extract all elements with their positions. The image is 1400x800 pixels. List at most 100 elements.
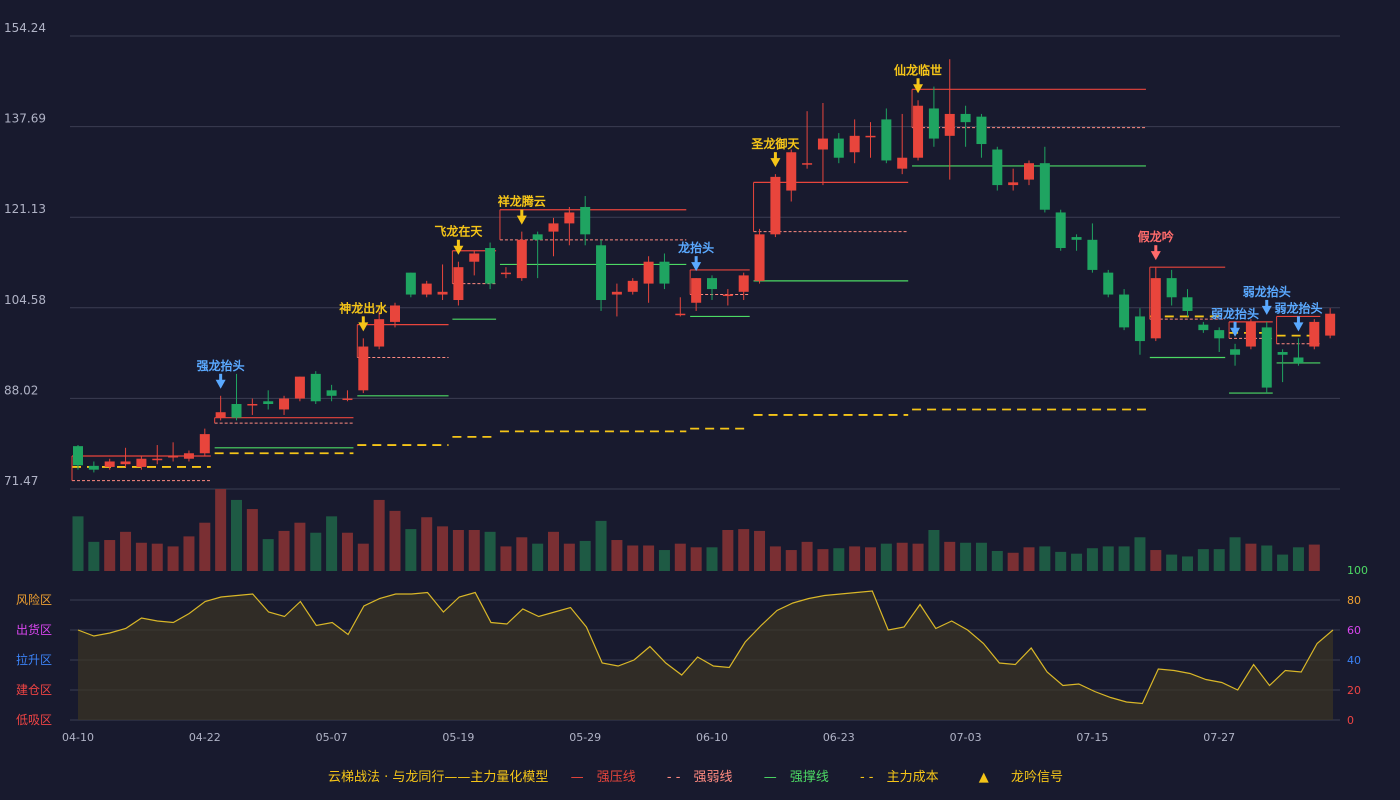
volume-bar bbox=[595, 520, 607, 571]
volume-bar bbox=[706, 547, 718, 571]
candlesticks bbox=[73, 59, 1336, 473]
volume-bar bbox=[500, 546, 512, 571]
candle-body bbox=[548, 223, 559, 232]
signal-label: 仙龙临世 bbox=[894, 62, 942, 77]
volume-bar bbox=[1182, 556, 1193, 571]
candle-body bbox=[485, 248, 496, 284]
oscillator-line bbox=[77, 590, 1334, 705]
candle-body bbox=[1008, 182, 1019, 186]
candle-body bbox=[659, 261, 670, 284]
signal-arrow-stem bbox=[1233, 321, 1237, 329]
volume-bar bbox=[1245, 543, 1257, 571]
volume-bar bbox=[579, 540, 591, 571]
legend-model: 云梯战法 · 与龙同行——主力量化模型 bbox=[328, 770, 549, 785]
legend-signal[interactable]: ▲ 龙吟信号 bbox=[970, 770, 1072, 785]
candle-body bbox=[183, 453, 194, 459]
signal-arrow bbox=[453, 245, 464, 255]
volume-bar bbox=[563, 543, 575, 571]
volume-bar bbox=[643, 545, 655, 571]
candle-body bbox=[849, 135, 860, 153]
volume-bar bbox=[1055, 551, 1067, 571]
signal-arrow-stem bbox=[1296, 316, 1300, 324]
volume-bar bbox=[1102, 546, 1114, 571]
volume-bar bbox=[199, 522, 211, 571]
zone-label: 出货区 bbox=[16, 622, 52, 637]
legend-cost-label: 主力成本 bbox=[886, 770, 939, 785]
candle-body bbox=[865, 135, 876, 138]
volume-bar bbox=[183, 536, 195, 571]
volume-bar bbox=[769, 546, 781, 571]
candle-body bbox=[1166, 278, 1177, 298]
volume-bar bbox=[801, 541, 813, 571]
volume-bar bbox=[135, 542, 147, 571]
price-tick-label: 104.58 bbox=[4, 293, 46, 307]
candle-body bbox=[643, 261, 654, 284]
chart-legend: 云梯战法 · 与龙同行——主力量化模型 — 强压线 - - 强弱线 — 强撑线 … bbox=[0, 766, 1400, 785]
volume-bar bbox=[452, 530, 464, 571]
zone-label: 低吸区 bbox=[16, 713, 52, 727]
candle-body bbox=[913, 105, 924, 158]
volume-bar bbox=[1086, 548, 1098, 571]
candle-body bbox=[1261, 327, 1272, 388]
volume-bar bbox=[754, 530, 766, 571]
volume-bar bbox=[1118, 546, 1130, 571]
legend-cost[interactable]: - - 主力成本 bbox=[859, 770, 939, 785]
volume-bar bbox=[880, 543, 892, 571]
candle-body bbox=[770, 176, 781, 235]
legend-support[interactable]: — 强撑线 bbox=[763, 770, 829, 785]
candle-body bbox=[1230, 349, 1241, 355]
volume-bar bbox=[658, 550, 670, 571]
volume-bar bbox=[611, 540, 623, 571]
volume-bar bbox=[833, 548, 845, 571]
candle-body bbox=[326, 390, 337, 396]
candle-body bbox=[532, 234, 543, 240]
legend-weak[interactable]: - - 强弱线 bbox=[666, 770, 733, 785]
candle-body bbox=[1277, 352, 1288, 355]
volume-bar bbox=[1229, 537, 1241, 571]
oscillator-tick-label: 40 bbox=[1347, 654, 1361, 667]
price-tick-label: 71.47 bbox=[4, 474, 38, 488]
volume-bar bbox=[1213, 549, 1225, 571]
candle-body bbox=[596, 245, 607, 301]
volume-bar bbox=[1197, 549, 1209, 571]
candle-body bbox=[1103, 272, 1114, 295]
volume-bar bbox=[532, 543, 544, 571]
price-axis-ticks: 154.24 137.69 121.13 104.58 88.02 71.47 bbox=[4, 21, 46, 488]
date-tick-label: 05-07 bbox=[316, 731, 348, 744]
signal-arrow bbox=[691, 262, 702, 272]
candle-body bbox=[136, 458, 147, 467]
date-tick-label: 04-22 bbox=[189, 731, 221, 744]
oscillator-tick-label: 20 bbox=[1347, 684, 1361, 697]
volume-bar bbox=[246, 509, 258, 571]
volume-bar bbox=[516, 537, 528, 571]
candle-body bbox=[802, 163, 813, 165]
candle-body bbox=[1214, 330, 1225, 339]
date-tick-label: 07-15 bbox=[1076, 731, 1108, 744]
legend-pressure[interactable]: — 强压线 bbox=[570, 770, 636, 785]
signal-arrow-stem bbox=[773, 152, 777, 160]
volume-bar bbox=[1277, 554, 1289, 571]
candle-body bbox=[897, 157, 908, 169]
volume-bar bbox=[262, 539, 274, 571]
candle-body bbox=[279, 398, 290, 410]
triangle-icon: ▲ bbox=[978, 770, 989, 785]
volume-bar bbox=[896, 542, 908, 571]
oscillator-tick-label: 80 bbox=[1347, 594, 1361, 607]
volume-bar bbox=[690, 547, 702, 571]
candle-body bbox=[358, 346, 369, 391]
volume-bar bbox=[294, 522, 306, 571]
signal-arrow bbox=[1293, 322, 1304, 332]
volume-bar bbox=[722, 530, 734, 571]
legend-signal-label: 龙吟信号 bbox=[1010, 770, 1063, 785]
volume-bar bbox=[1261, 545, 1273, 571]
candle-body bbox=[833, 138, 844, 158]
price-tick-label: 137.69 bbox=[4, 112, 46, 126]
volume-bar bbox=[849, 546, 861, 571]
candle-body bbox=[1119, 294, 1130, 328]
volume-bar bbox=[373, 499, 385, 571]
signal-arrow bbox=[1150, 251, 1161, 261]
volume-bar bbox=[960, 542, 972, 571]
candle-body bbox=[469, 253, 480, 262]
